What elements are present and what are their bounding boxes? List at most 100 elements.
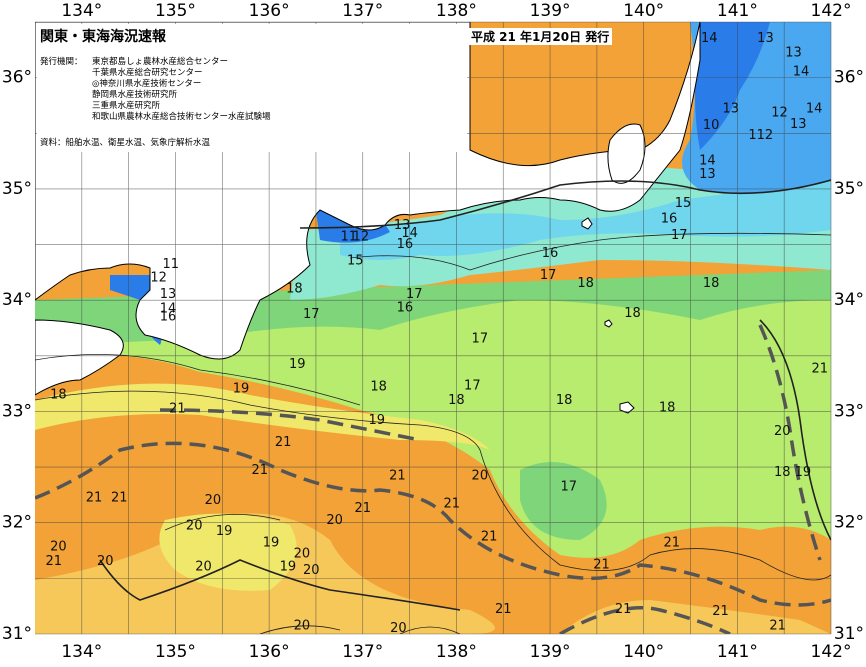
longitude-label-top: 137° [342, 1, 383, 21]
isotherm-label: 21 [251, 463, 268, 478]
isotherm-label: 14 [699, 154, 716, 169]
isotherm-label: 18 [577, 276, 594, 291]
isotherm-label: 21 [45, 554, 62, 569]
isotherm-label: 17 [472, 332, 489, 347]
longitude-label-top: 139° [530, 1, 571, 21]
latitude-label-right: 33° [834, 401, 864, 421]
longitude-label-top: 141° [717, 1, 758, 21]
longitude-label-top: 135° [155, 1, 196, 21]
isotherm-label: 16 [397, 237, 414, 252]
isotherm-label: 13 [160, 287, 177, 302]
issuer-label: 発行機関： [40, 57, 83, 67]
isotherm-label: 19 [280, 560, 297, 575]
isotherm-label: 20 [294, 546, 311, 561]
isotherm-label: 21 [712, 604, 729, 619]
isotherm-label: 20 [205, 493, 222, 508]
longitude-label-bottom: 140° [623, 642, 664, 662]
isotherm-label: 14 [401, 226, 418, 241]
issuer-item: 千葉県水産総合研究センター [92, 68, 203, 78]
isotherm-label: 14 [806, 101, 823, 116]
isotherm-label: 21 [169, 402, 186, 417]
isotherm-label: 21 [593, 558, 610, 573]
isotherm-label: 13 [790, 117, 807, 132]
isotherm-label: 13 [699, 167, 716, 182]
isotherm-label: 19 [233, 382, 250, 397]
isotherm-label: 17 [406, 287, 423, 302]
issuer-item: 東京都島しょ農林水産総合センター [92, 57, 229, 67]
isotherm-label: 21 [769, 619, 786, 634]
isotherm-label: 17 [671, 228, 688, 243]
isotherm-label: 21 [664, 535, 681, 550]
yellow-patch-1 [159, 513, 297, 591]
latitude-label-left: 36° [2, 68, 32, 88]
isotherm-label: 18 [370, 379, 387, 394]
isotherm-label: 16 [542, 246, 559, 261]
isotherm-label: 18 [286, 282, 303, 297]
kuroshio-axis [35, 324, 831, 634]
isotherm-label: 112 [748, 128, 773, 143]
isotherm-label: 20 [97, 554, 114, 569]
data-source: 資料：船舶水温、衛星水温、気象庁解析水温 [40, 138, 211, 148]
isotherm-label: 13 [394, 218, 411, 233]
isotherm-label: 21 [111, 491, 128, 506]
isotherm-label: 21 [354, 501, 371, 516]
isotherm-label: 21 [481, 530, 498, 545]
map-title: 関東・東海海況速報 [40, 29, 166, 45]
isotherm-label: 21 [615, 602, 632, 617]
longitude-label-top: 142° [811, 1, 852, 21]
isotherm-label: 21 [495, 602, 512, 617]
isotherm-label: 17 [561, 480, 578, 495]
isotherm-label: 19 [289, 357, 306, 372]
isotherm-label: 19 [369, 413, 386, 428]
isotherm-label: 20 [186, 519, 203, 534]
isotherm-label: 12 [150, 270, 167, 285]
isotherm-label: 20 [774, 424, 791, 439]
green-patch-east [520, 462, 607, 540]
isotherm-label: 19 [263, 535, 280, 550]
isotherm-label: 20 [472, 468, 489, 483]
longitude-label-top: 138° [436, 1, 477, 21]
longitude-label-top: 134° [61, 1, 102, 21]
latitude-label-left: 31° [2, 624, 32, 644]
isotherm-label: 17 [464, 378, 481, 393]
isotherm-label: 11 [340, 229, 357, 244]
isotherm-label: 19 [216, 524, 233, 539]
isotherm-label: 18 [774, 465, 791, 480]
miyake-island [604, 319, 613, 328]
isotherm-label: 16 [397, 300, 414, 315]
latitude-label-left: 35° [2, 179, 32, 199]
latitude-label-left: 32° [2, 513, 32, 533]
isotherm-label: 19 [795, 465, 812, 480]
latitude-label-right: 34° [834, 290, 864, 310]
isotherm-label: 10 [703, 118, 720, 133]
legend-panel [37, 24, 467, 152]
latitude-label-right: 35° [834, 179, 864, 199]
isotherm-label: 15 [347, 254, 364, 269]
isotherm-label: 12 [771, 106, 788, 121]
issuer-item: 和歌山県農林水産総合技術センター水産試験場 [92, 112, 271, 122]
isotherm-label: 20 [294, 619, 311, 634]
issuer-item: 静岡県水産技術研究所 [92, 90, 178, 100]
longitude-label-bottom: 141° [717, 642, 758, 662]
isotherm-lines [35, 179, 831, 634]
isotherm-label: 20 [195, 560, 212, 575]
isotherm-label: 13 [785, 46, 802, 61]
deep-blue-zone [695, 22, 770, 150]
isotherm-label: 14 [160, 302, 177, 317]
latitude-label-left: 33° [2, 401, 32, 421]
longitude-label-top: 136° [249, 1, 290, 21]
isotherm-label: 21 [86, 491, 103, 506]
isotherm-label: 20 [50, 540, 67, 555]
isotherm-label: 18 [50, 387, 67, 402]
longitude-label-bottom: 139° [530, 642, 571, 662]
issuer-item: ◎神奈川県水産技術センター [92, 79, 202, 89]
boso-peninsula [607, 123, 646, 184]
isotherm-label: 14 [793, 65, 810, 80]
issuer-list: 東京都島しょ農林水産総合センター 千葉県水産総合研究センター ◎神奈川県水産技術… [92, 57, 271, 123]
hachijo-island [619, 401, 635, 414]
latitude-label-right: 31° [834, 624, 864, 644]
isotherm-label: 21 [389, 468, 406, 483]
isotherm-label: 13 [723, 101, 740, 116]
